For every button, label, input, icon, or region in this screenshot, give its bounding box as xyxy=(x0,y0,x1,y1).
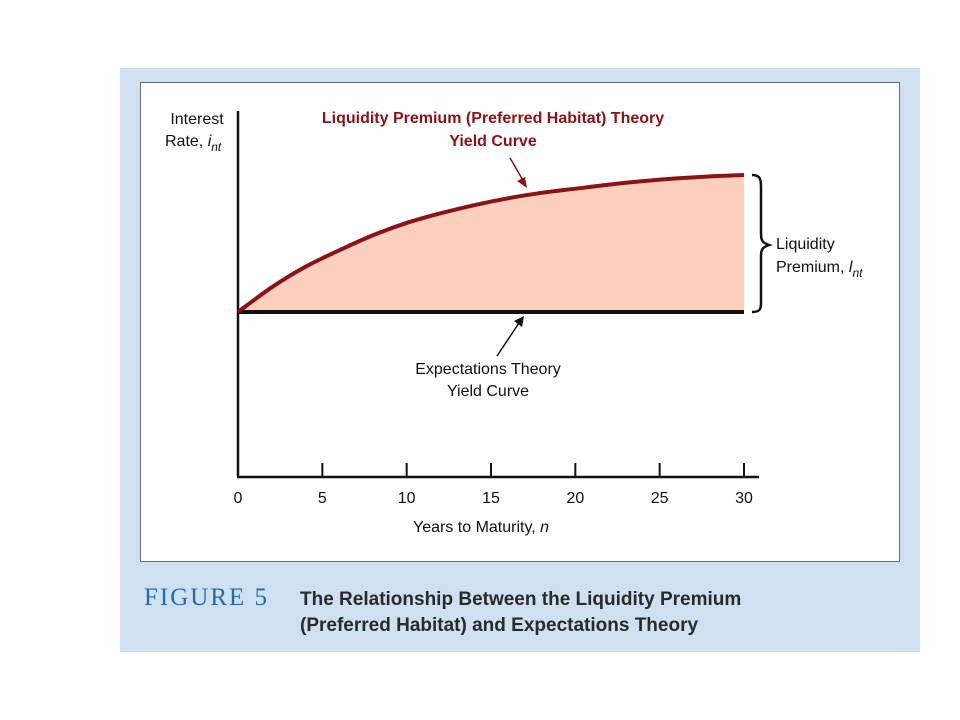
x-tick-label: 30 xyxy=(735,490,753,507)
y-axis-label-line1: Interest xyxy=(170,111,224,128)
liquidity-premium-area xyxy=(238,175,744,312)
x-axis-label: Years to Maturity, n xyxy=(413,519,549,536)
x-tick-label: 0 xyxy=(234,490,243,507)
x-tick-label: 5 xyxy=(318,490,327,507)
x-axis-ticks: 0 5 10 15 20 25 30 xyxy=(234,463,753,507)
figure-caption: The Relationship Between the Liquidity P… xyxy=(300,587,741,639)
x-axis-label-text: Years to Maturity, xyxy=(413,519,540,536)
premium-curve-pointer xyxy=(509,157,525,183)
liquidity-premium-brace xyxy=(751,173,773,314)
x-tick-label: 25 xyxy=(651,490,669,507)
yield-curve-chart: 0 5 10 15 20 25 30 Interest Rate, int Years to… xyxy=(165,110,863,536)
chart-box: 0 5 10 15 20 25 30 Interest Rate, int Years to… xyxy=(140,82,900,562)
expectations-label-line2: Yield Curve xyxy=(447,383,529,400)
x-axis-label-var: n xyxy=(540,519,549,536)
y-axis-label-text: Rate, xyxy=(165,133,208,150)
y-axis-label-var: i xyxy=(208,133,212,150)
y-axis-label-line2: Rate, int xyxy=(165,133,222,154)
expectations-label-line1: Expectations Theory xyxy=(415,361,561,378)
premium-label-sub: nt xyxy=(852,266,863,280)
premium-label-line1: Liquidity xyxy=(776,236,835,253)
figure-caption-line2: (Preferred Habitat) and Expectations The… xyxy=(300,615,699,636)
premium-label-var: l xyxy=(849,259,853,276)
x-tick-label: 10 xyxy=(398,490,416,507)
liquidity-premium-curve xyxy=(236,173,745,314)
premium-label-text: Premium, xyxy=(776,259,849,276)
x-tick-label: 15 xyxy=(482,490,500,507)
expectations-pointer xyxy=(496,322,520,357)
premium-curve-arrowhead xyxy=(517,177,527,188)
premium-curve-label-line1: Liquidity Premium (Preferred Habitat) Th… xyxy=(322,110,664,127)
x-tick-label: 20 xyxy=(566,490,584,507)
figure-number: FIGURE 5 xyxy=(144,584,270,611)
premium-curve-label-line2: Yield Curve xyxy=(449,133,537,150)
y-axis-label-sub: nt xyxy=(211,140,222,154)
expectations-arrowhead xyxy=(514,316,524,327)
premium-label-line2: Premium, lnt xyxy=(776,259,863,280)
figure-caption-line1: The Relationship Between the Liquidity P… xyxy=(300,589,742,610)
